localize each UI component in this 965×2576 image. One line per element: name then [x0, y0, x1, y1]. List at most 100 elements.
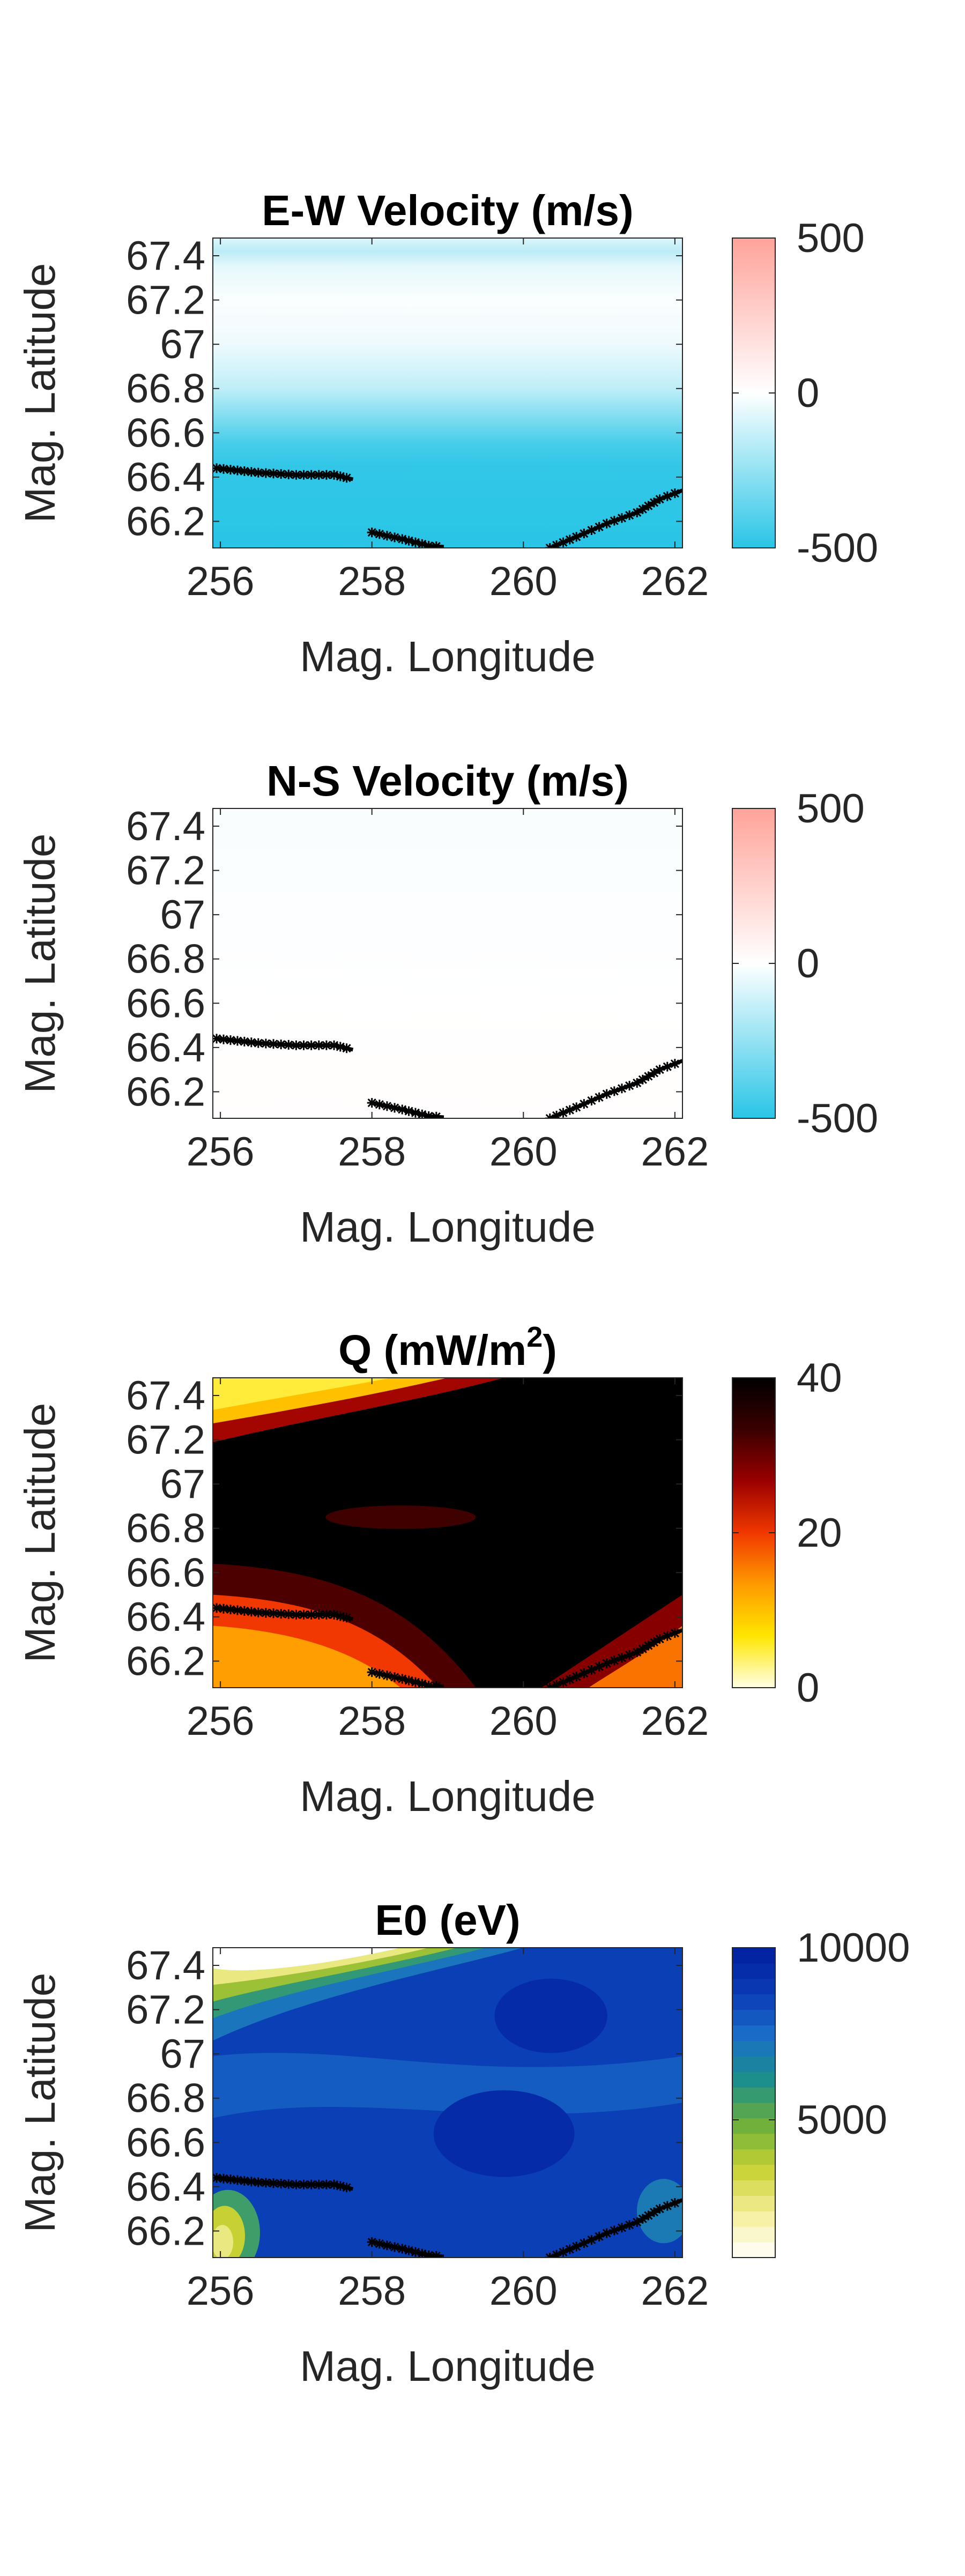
boundary-marker [335, 471, 345, 481]
boundary-marker [404, 1675, 414, 1686]
boundary-marker [417, 1109, 427, 1118]
boundary-marker [587, 1095, 597, 1105]
boundary-marker [602, 1089, 612, 1099]
y-tick-label: 66.8 [126, 1506, 205, 1551]
boundary-marker [232, 1036, 242, 1046]
boundary-marker [276, 1609, 286, 1619]
boundary-marker [431, 2251, 441, 2258]
boundary-marker [329, 470, 339, 480]
boundary-marker [662, 1631, 672, 1641]
x-tick-label: 258 [338, 1129, 406, 1175]
colorbar-step [732, 2195, 775, 2211]
boundary-marker [269, 469, 279, 479]
colorbar-gradient [732, 238, 775, 548]
boundary-marker [314, 1040, 324, 1050]
boundary-marker [306, 470, 316, 480]
colorbar-step [732, 2072, 775, 2088]
boundary-marker [374, 1669, 384, 1679]
boundary-marker [602, 1658, 612, 1668]
boundary-marker [314, 1609, 324, 1620]
y-tick-label: 67 [160, 2031, 205, 2077]
boundary-marker [382, 1671, 392, 1681]
boundary-marker [261, 1038, 271, 1049]
boundary-marker [404, 2245, 414, 2255]
boundary-marker [625, 1081, 635, 1091]
boundary-marker [587, 525, 597, 535]
boundary-marker [397, 2244, 407, 2254]
colorbar-gradient [732, 808, 775, 1118]
boundary-marker [342, 473, 352, 483]
heatmap-patch [433, 2090, 575, 2177]
boundary-marker [382, 1101, 392, 1111]
colorbar-step [732, 2040, 775, 2057]
boundary-marker [382, 531, 392, 541]
boundary-marker [617, 513, 627, 523]
boundary-marker [670, 488, 680, 499]
x-tick-label: 256 [187, 2268, 255, 2314]
boundary-marker [571, 2241, 582, 2252]
boundary-marker [587, 2234, 597, 2245]
boundary-marker [637, 504, 648, 514]
y-tick-label: 66.2 [126, 1069, 205, 1115]
y-tick-label: 66.4 [126, 455, 205, 500]
boundary-marker [417, 1679, 427, 1688]
boundary-marker [625, 2220, 635, 2230]
x-tick-label: 260 [489, 1698, 558, 1744]
boundary-marker [342, 2182, 352, 2193]
boundary-marker [291, 2179, 301, 2189]
boundary-marker [632, 507, 642, 517]
boundary-marker [314, 470, 324, 480]
boundary-marker [632, 2217, 642, 2227]
boundary-marker [417, 2248, 427, 2258]
boundary-marker [219, 1603, 229, 1614]
boundary-marker [299, 470, 309, 480]
boundary-marker [609, 2225, 619, 2236]
colorbar-step [732, 1978, 775, 1995]
colorbar-step [732, 2180, 775, 2196]
boundary-marker [239, 1036, 249, 1046]
y-tick-label: 66.8 [126, 366, 205, 412]
y-tick-label: 67.2 [126, 1987, 205, 2033]
boundary-marker [321, 1040, 331, 1050]
x-axis-label: Mag. Longitude [300, 2342, 596, 2390]
y-tick-label: 66.2 [126, 1638, 205, 1684]
heatmap-patch [213, 1948, 401, 1971]
boundary-marker [579, 529, 589, 539]
colorbar-tick-label: 5000 [797, 2097, 887, 2143]
boundary-marker [213, 2173, 222, 2183]
x-tick-label: 262 [641, 1129, 709, 1175]
boundary-marker [410, 537, 420, 547]
boundary-marker [579, 1668, 589, 1679]
boundary-marker [637, 2214, 648, 2224]
heatmap-patch [325, 1505, 476, 1530]
boundary-marker [637, 1644, 648, 1654]
axes-frame [212, 1377, 683, 1688]
boundary-marker [643, 2210, 654, 2221]
chart-title-end: ) [543, 1326, 557, 1374]
boundary-marker [643, 501, 654, 511]
boundary-marker [342, 1613, 352, 1623]
boundary-marker [276, 1040, 286, 1050]
boundary-marker [284, 1609, 294, 1619]
boundary-marker [367, 2237, 377, 2247]
boundary-marker [269, 2178, 279, 2188]
boundary-marker [558, 1677, 568, 1687]
y-tick-label: 66.6 [126, 410, 205, 456]
chart-title-sup: 2 [526, 1321, 543, 1353]
x-tick-label: 256 [187, 1698, 255, 1744]
boundary-marker [643, 1071, 654, 1081]
boundary-marker [424, 2250, 434, 2258]
boundary-marker [291, 470, 301, 480]
boundary-marker [213, 1034, 222, 1044]
boundary-marker [655, 2204, 665, 2214]
boundary-marker [367, 1098, 377, 1108]
boundary-marker [335, 2181, 345, 2191]
boundary-marker [587, 1665, 597, 1675]
boundary-marker [219, 2173, 229, 2184]
y-tick-label: 66.2 [126, 499, 205, 544]
boundary-marker [424, 1111, 434, 1118]
boundary-marker [649, 2207, 659, 2217]
y-tick-label: 67.2 [126, 1417, 205, 1463]
boundary-marker [602, 2228, 612, 2238]
